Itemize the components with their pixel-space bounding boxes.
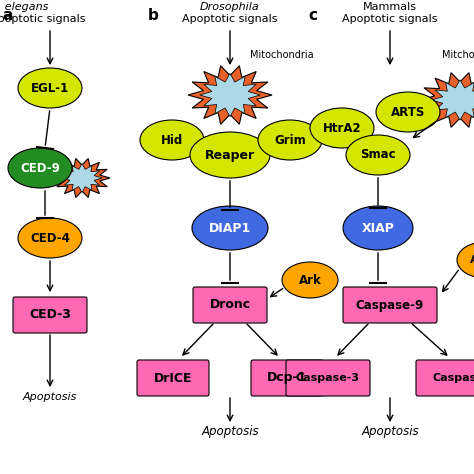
Text: Apoptotic signals: Apoptotic signals xyxy=(0,14,85,24)
FancyBboxPatch shape xyxy=(286,360,370,396)
Text: Ark: Ark xyxy=(299,273,321,286)
Text: c: c xyxy=(308,8,317,23)
Ellipse shape xyxy=(8,148,72,188)
Text: Ap...: Ap... xyxy=(470,255,474,265)
Ellipse shape xyxy=(192,206,268,250)
Text: Dronc: Dronc xyxy=(210,299,251,311)
Polygon shape xyxy=(200,73,260,117)
Ellipse shape xyxy=(18,68,82,108)
Polygon shape xyxy=(431,80,474,120)
Polygon shape xyxy=(420,73,474,128)
Text: a: a xyxy=(2,8,12,23)
Ellipse shape xyxy=(346,135,410,175)
Text: Caspase-3: Caspase-3 xyxy=(296,373,360,383)
Text: Grim: Grim xyxy=(274,134,306,146)
Text: CED-4: CED-4 xyxy=(30,231,70,245)
FancyBboxPatch shape xyxy=(251,360,323,396)
Text: Mitcho...: Mitcho... xyxy=(442,50,474,60)
FancyBboxPatch shape xyxy=(13,297,87,333)
Text: EGL-1: EGL-1 xyxy=(31,82,69,94)
Text: Apoptosis: Apoptosis xyxy=(361,425,419,438)
Text: Apoptosis: Apoptosis xyxy=(201,425,259,438)
Text: Apoptotic signals: Apoptotic signals xyxy=(182,14,278,24)
FancyBboxPatch shape xyxy=(137,360,209,396)
Text: Dcp-1: Dcp-1 xyxy=(267,372,307,384)
Ellipse shape xyxy=(18,218,82,258)
Ellipse shape xyxy=(258,120,322,160)
Ellipse shape xyxy=(190,132,270,178)
Text: ARTS: ARTS xyxy=(391,106,425,118)
Text: Apoptotic signals: Apoptotic signals xyxy=(342,14,438,24)
FancyBboxPatch shape xyxy=(343,287,437,323)
Text: Apoptosis: Apoptosis xyxy=(23,392,77,402)
Text: Reaper: Reaper xyxy=(205,148,255,162)
Text: Mitochondria: Mitochondria xyxy=(250,50,314,60)
Text: Smac: Smac xyxy=(360,148,396,162)
Ellipse shape xyxy=(310,108,374,148)
Text: DrICE: DrICE xyxy=(154,372,192,384)
Text: Caspase: Caspase xyxy=(432,373,474,383)
Ellipse shape xyxy=(282,262,338,298)
Text: b: b xyxy=(148,8,159,23)
Ellipse shape xyxy=(376,92,440,132)
Text: DIAP1: DIAP1 xyxy=(209,221,251,235)
FancyBboxPatch shape xyxy=(416,360,474,396)
Text: XIAP: XIAP xyxy=(362,221,394,235)
Text: Caspase-9: Caspase-9 xyxy=(356,299,424,311)
Text: CED-9: CED-9 xyxy=(20,162,60,174)
Text: Mammals: Mammals xyxy=(363,2,417,12)
Polygon shape xyxy=(188,66,272,124)
Text: Hid: Hid xyxy=(161,134,183,146)
Text: HtrA2: HtrA2 xyxy=(323,121,361,135)
Polygon shape xyxy=(54,158,110,198)
Text: C. elegans: C. elegans xyxy=(0,2,48,12)
Text: Drosophila: Drosophila xyxy=(200,2,260,12)
FancyBboxPatch shape xyxy=(193,287,267,323)
Ellipse shape xyxy=(140,120,204,160)
Ellipse shape xyxy=(457,242,474,278)
Polygon shape xyxy=(62,164,102,192)
Ellipse shape xyxy=(343,206,413,250)
Text: CED-3: CED-3 xyxy=(29,309,71,321)
